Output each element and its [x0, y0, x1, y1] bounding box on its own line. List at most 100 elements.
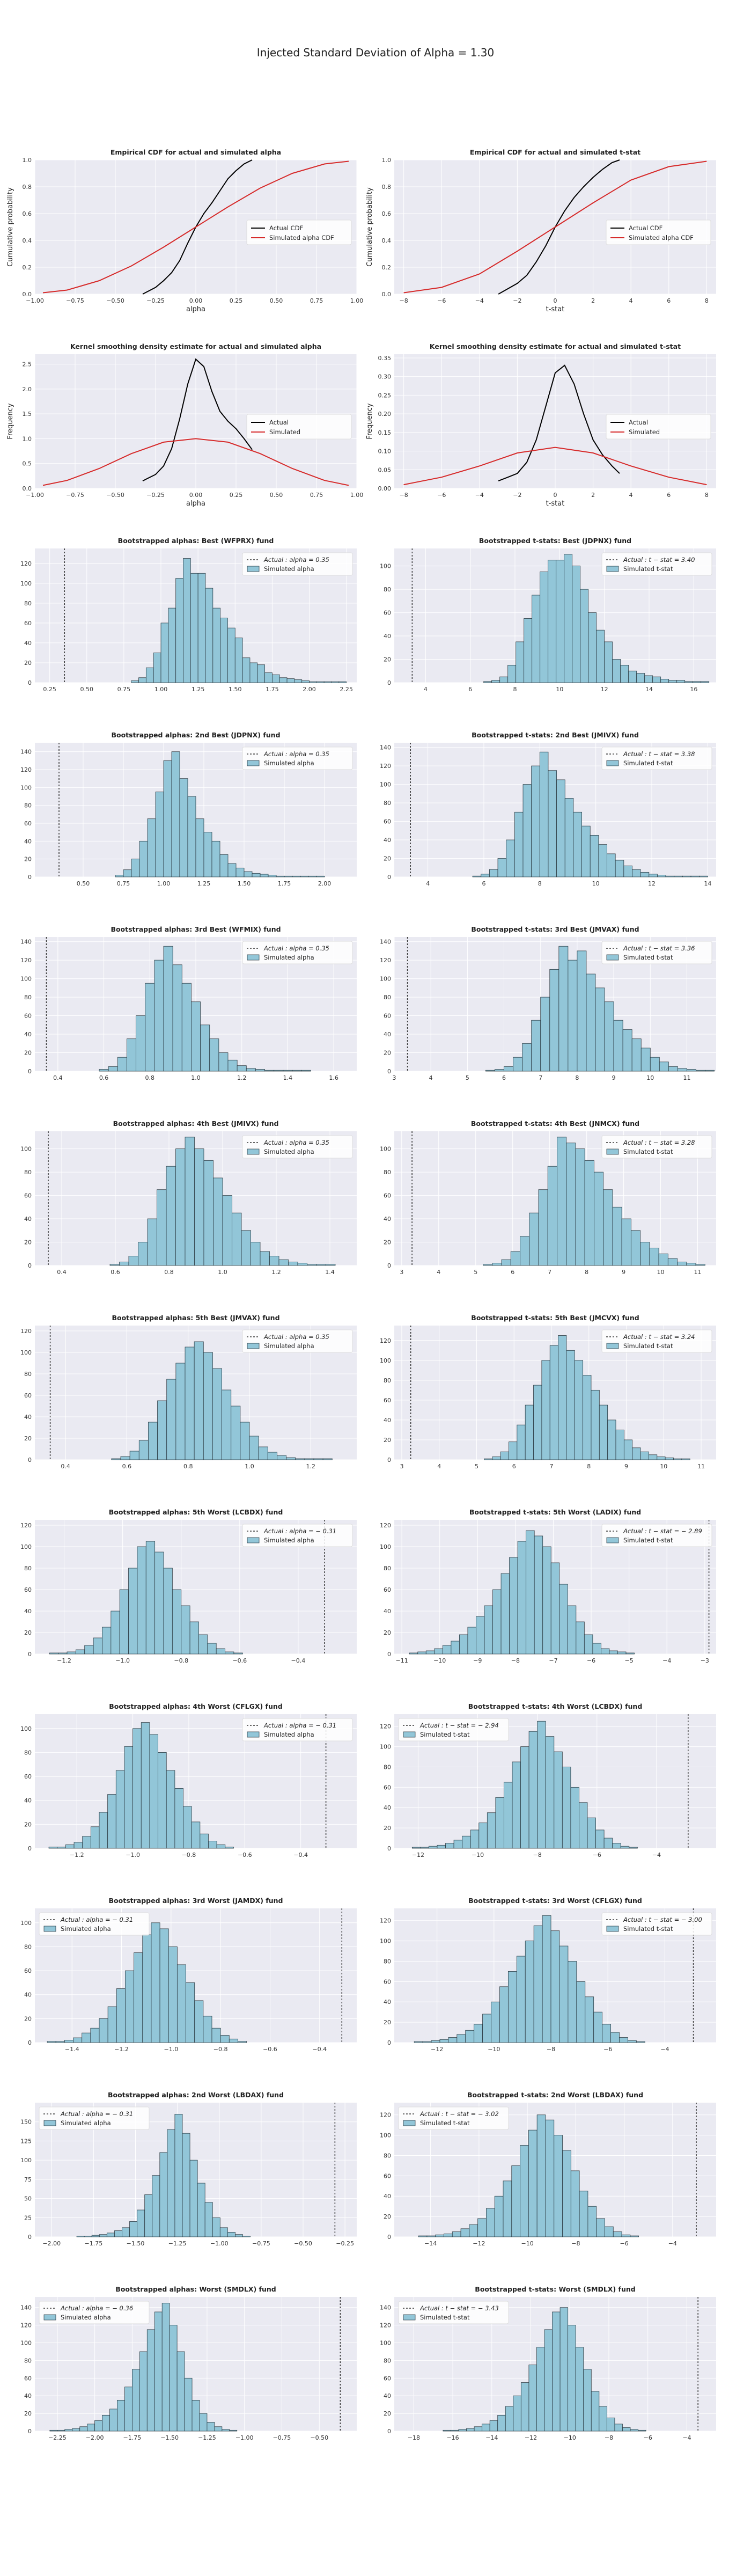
- y-tick-label: 0.05: [378, 466, 392, 473]
- histogram-bar: [137, 1546, 146, 1655]
- y-tick-label: 0: [28, 2428, 32, 2435]
- histogram-bar: [231, 1406, 241, 1460]
- histogram-bar: [227, 863, 237, 877]
- histogram-bar: [577, 950, 587, 1072]
- histogram-bar: [219, 854, 229, 877]
- histogram-bar: [570, 1787, 579, 1849]
- histogram-bar: [509, 1557, 518, 1655]
- y-axis-label: Cumulative probability: [6, 187, 14, 267]
- legend-entry-actual: Actual : t − stat = 3.38: [623, 750, 695, 758]
- legend-entry-simulated: Simulated t-stat: [420, 2314, 470, 2321]
- x-tick-label: −0.50: [294, 2240, 312, 2247]
- histogram-bar: [222, 1195, 232, 1266]
- y-tick-label: 0.35: [378, 355, 392, 362]
- histogram-bar: [213, 1177, 223, 1266]
- subplot-title: Kernel smoothing density estimate for ac…: [430, 342, 681, 350]
- x-tick-label: 0.50: [77, 880, 90, 887]
- histogram-bar: [491, 2001, 500, 2043]
- x-tick-label: 1.75: [266, 686, 279, 693]
- histogram-bar: [695, 1264, 705, 1266]
- histogram-bar: [425, 1650, 435, 1655]
- histogram-bar: [73, 2037, 83, 2043]
- histogram-bar: [612, 1843, 621, 1849]
- subplot-title: Bootstrapped t-stats: 5th Worst (LADIX) …: [469, 1508, 641, 1516]
- y-tick-label: 40: [384, 2193, 391, 2200]
- histogram-bar: [696, 1070, 705, 1072]
- y-tick-label: 100: [20, 976, 32, 983]
- histogram-bar: [478, 1823, 488, 1849]
- histogram-bar: [657, 875, 666, 877]
- x-tick-label: 2: [591, 297, 595, 304]
- x-tick-label: 1.75: [278, 880, 291, 887]
- histogram-bar: [596, 630, 605, 683]
- x-tick-label: −0.50: [106, 297, 124, 304]
- x-tick-label: 7: [539, 1074, 542, 1081]
- histogram-bar: [107, 1794, 116, 1849]
- legend: Actual : t − stat = − 3.00 Simulated t-st…: [601, 1912, 712, 1936]
- y-tick-label: 100: [20, 1146, 32, 1153]
- histogram-bar: [72, 2428, 80, 2432]
- histogram-bar: [615, 1430, 624, 1460]
- histogram-bar: [176, 2351, 185, 2432]
- x-tick-label: −2.00: [42, 2240, 61, 2247]
- histogram-bar: [258, 1446, 268, 1460]
- y-tick-label: 80: [384, 1763, 391, 1770]
- histogram-bar: [138, 677, 146, 683]
- histogram-bar: [658, 1253, 668, 1266]
- histogram-bar: [556, 779, 565, 877]
- series-line-2: [42, 438, 349, 486]
- histogram-bar: [524, 618, 533, 683]
- y-tick-label: 100: [20, 784, 32, 791]
- x-tick-label: −0.75: [252, 2240, 270, 2247]
- legend-entry-actual: Actual : alpha = 0.35: [263, 945, 329, 952]
- legend-box: [606, 219, 711, 245]
- x-tick-label: 11: [683, 1074, 690, 1081]
- y-tick-label: 80: [384, 1377, 391, 1384]
- y-tick-label: 75: [24, 2176, 32, 2183]
- x-tick-label: 2.00: [318, 880, 332, 887]
- legend-entry-simulated: Simulated alpha: [264, 1148, 314, 1155]
- histogram-bar: [149, 1734, 158, 1849]
- x-tick-label: −2.25: [48, 2434, 67, 2441]
- histogram-bar: [276, 875, 285, 877]
- histogram-bar: [594, 1172, 604, 1266]
- x-tick-label: 0.50: [270, 492, 283, 499]
- x-tick-label: −6: [437, 297, 446, 304]
- histogram-bar: [612, 1206, 622, 1266]
- histogram-bar: [483, 1264, 493, 1266]
- x-tick-label: 14: [704, 880, 711, 887]
- histogram-bar: [417, 1651, 426, 1655]
- histogram-bar: [601, 1648, 610, 1655]
- legend-box: [242, 1524, 353, 1547]
- x-tick-label: 6: [511, 1269, 514, 1276]
- histogram-bar: [242, 657, 251, 683]
- histogram-bar: [665, 1457, 674, 1460]
- legend-swatch-bar: [606, 1343, 619, 1349]
- subplot-title: Bootstrapped alphas: 5th Best (JMVAX) fu…: [112, 1314, 279, 1322]
- histogram-bar: [211, 840, 220, 877]
- histogram-bar: [58, 1652, 68, 1655]
- histogram-bar: [316, 875, 325, 877]
- histogram-bar: [222, 2429, 230, 2432]
- y-tick-label: 0: [387, 1651, 391, 1658]
- x-tick-label: −1.00: [26, 297, 44, 304]
- x-tick-label: 6: [468, 686, 472, 693]
- subplot-title: Bootstrapped t-stats: 5th Best (JMCVX) f…: [471, 1314, 639, 1322]
- y-tick-label: 80: [384, 994, 391, 1001]
- x-tick-label: 11: [694, 1269, 702, 1276]
- histogram-bar: [623, 865, 632, 877]
- x-axis-label: t-stat: [546, 500, 565, 508]
- y-tick-label: 120: [380, 1723, 391, 1730]
- histogram-bar: [84, 1645, 94, 1655]
- y-tick-label: 120: [380, 1918, 391, 1924]
- histogram-bar: [575, 2347, 584, 2432]
- histogram-bar: [599, 1404, 608, 1460]
- subplot-title: Bootstrapped t-stats: Best (JDPNX) fund: [479, 537, 631, 545]
- x-tick-label: 1.50: [238, 880, 251, 887]
- x-tick-label: −8: [571, 2240, 580, 2247]
- histogram-bar: [445, 1843, 454, 1849]
- x-tick-label: 9: [624, 1463, 628, 1470]
- x-tick-label: −0.8: [213, 2046, 228, 2053]
- histogram-bar: [286, 1457, 296, 1460]
- histogram-bar: [153, 653, 161, 683]
